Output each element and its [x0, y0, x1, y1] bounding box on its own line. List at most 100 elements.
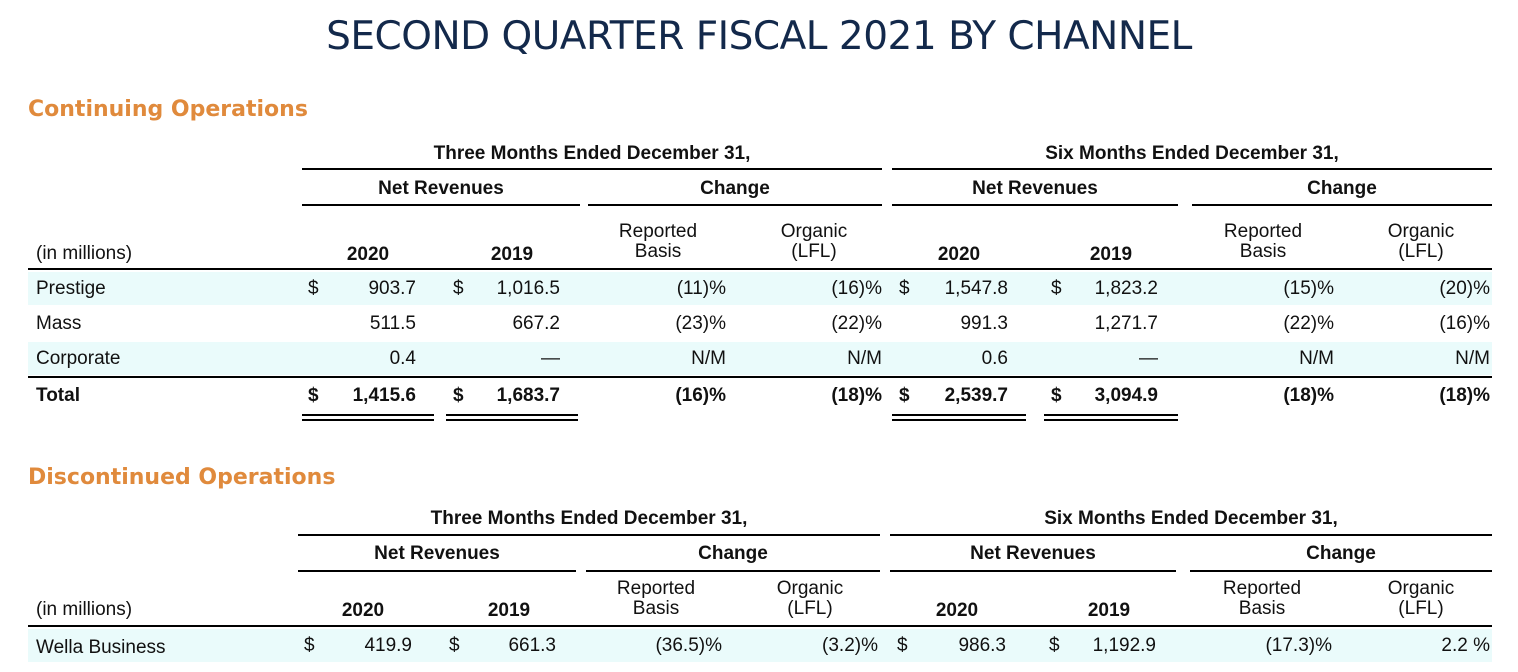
- q-2020-value: 1,415.6: [352, 385, 416, 406]
- currency-sign: $: [1049, 635, 1060, 656]
- double-underline: [302, 414, 434, 416]
- double-underline: [302, 419, 434, 421]
- s-2020-value: 986.3: [958, 635, 1006, 656]
- rule: [1192, 204, 1492, 206]
- q-2019-value: —: [541, 348, 560, 369]
- three-months-header: Three Months Ended December 31,: [430, 508, 748, 529]
- row-shading: [28, 629, 1492, 662]
- q-organic-value: (16)%: [831, 278, 882, 299]
- year-2020-header: 2020: [341, 600, 385, 621]
- continuing-operations-heading: Continuing Operations: [28, 97, 308, 122]
- q-organic-value: N/M: [847, 348, 882, 369]
- q-reported-value: N/M: [691, 348, 726, 369]
- s-2019-value: 1,271.7: [1094, 313, 1158, 334]
- double-underline: [446, 414, 578, 416]
- header-rule: [28, 268, 1492, 270]
- s-2020-value: 991.3: [960, 313, 1008, 334]
- rule: [588, 204, 882, 206]
- row-label: Total: [36, 385, 80, 406]
- s-reported-value: (22)%: [1283, 313, 1334, 334]
- rule: [892, 204, 1178, 206]
- s-2019-value: 1,823.2: [1094, 278, 1158, 299]
- q-2019-value: 667.2: [512, 313, 560, 334]
- q-2020-value: 511.5: [369, 313, 416, 334]
- six-months-header: Six Months Ended December 31,: [1045, 143, 1339, 164]
- header-rule: [28, 625, 1492, 627]
- double-underline: [892, 419, 1026, 421]
- currency-sign: $: [308, 385, 319, 406]
- row-shading: [28, 342, 1492, 375]
- s-reported-value: N/M: [1299, 348, 1334, 369]
- double-underline: [892, 414, 1026, 416]
- organic-lfl-header: Organic (LFL): [776, 578, 844, 619]
- year-2020-header: 2020: [937, 244, 981, 265]
- reported-basis-header: Reported Basis: [618, 221, 698, 262]
- organic-lfl-header: Organic (LFL): [780, 221, 848, 262]
- s-2020-value: 2,539.7: [944, 385, 1008, 406]
- s-2019-value: 3,094.9: [1094, 385, 1158, 406]
- s-2019-value: —: [1139, 348, 1158, 369]
- six-months-header: Six Months Ended December 31,: [1044, 508, 1338, 529]
- units-label: (in millions): [36, 599, 133, 620]
- rule: [298, 570, 576, 572]
- q-organic-value: (22)%: [831, 313, 882, 334]
- page-title: SECOND QUARTER FISCAL 2021 BY CHANNEL: [326, 14, 1192, 59]
- year-2019-header: 2019: [490, 244, 534, 265]
- s-reported-value: (15)%: [1283, 278, 1334, 299]
- s-reported-value: (18)%: [1283, 385, 1334, 406]
- net-revenues-header: Net Revenues: [374, 543, 500, 564]
- double-underline: [446, 419, 578, 421]
- change-header: Change: [1306, 543, 1376, 564]
- total-rule: [28, 376, 1492, 378]
- q-organic-value: (18)%: [831, 385, 882, 406]
- rule: [298, 534, 880, 536]
- rule: [892, 168, 1492, 170]
- net-revenues-header: Net Revenues: [378, 178, 504, 199]
- q-reported-value: (36.5)%: [655, 635, 722, 656]
- organic-lfl-header: Organic (LFL): [1387, 578, 1455, 619]
- s-organic-value: (18)%: [1439, 385, 1490, 406]
- s-organic-value: 2.2 %: [1441, 635, 1490, 656]
- net-revenues-header: Net Revenues: [972, 178, 1098, 199]
- q-reported-value: (16)%: [675, 385, 726, 406]
- three-months-header: Three Months Ended December 31,: [433, 143, 751, 164]
- q-2019-value: 1,683.7: [496, 385, 560, 406]
- rule: [1190, 570, 1492, 572]
- year-2019-header: 2019: [1089, 244, 1133, 265]
- q-reported-value: (11)%: [676, 278, 726, 299]
- s-2020-value: 0.6: [981, 348, 1008, 369]
- rule: [302, 168, 882, 170]
- q-2020-value: 419.9: [364, 635, 412, 656]
- s-2020-value: 1,547.8: [944, 278, 1008, 299]
- currency-sign: $: [304, 635, 315, 656]
- currency-sign: $: [1051, 278, 1062, 299]
- s-reported-value: (17.3)%: [1265, 635, 1332, 656]
- row-label: Prestige: [36, 278, 106, 299]
- currency-sign: $: [897, 635, 908, 656]
- s-organic-value: N/M: [1455, 348, 1490, 369]
- q-reported-value: (23)%: [675, 313, 726, 334]
- currency-sign: $: [899, 385, 910, 406]
- reported-basis-header: Reported Basis: [1222, 578, 1302, 619]
- q-organic-value: (3.2)%: [822, 635, 878, 656]
- rule: [586, 570, 880, 572]
- currency-sign: $: [899, 278, 910, 299]
- year-2019-header: 2019: [1087, 600, 1131, 621]
- change-header: Change: [700, 178, 770, 199]
- s-organic-value: (16)%: [1439, 313, 1490, 334]
- year-2020-header: 2020: [346, 244, 390, 265]
- reported-basis-header: Reported Basis: [1223, 221, 1303, 262]
- organic-lfl-header: Organic (LFL): [1387, 221, 1455, 262]
- q-2019-value: 1,016.5: [496, 278, 560, 299]
- currency-sign: $: [1051, 385, 1062, 406]
- row-label: Corporate: [36, 348, 121, 369]
- double-underline: [1044, 414, 1178, 416]
- year-2020-header: 2020: [935, 600, 979, 621]
- s-organic-value: (20)%: [1439, 278, 1490, 299]
- currency-sign: $: [453, 385, 464, 406]
- q-2019-value: 661.3: [508, 635, 556, 656]
- rule: [890, 570, 1176, 572]
- q-2020-value: 903.7: [368, 278, 416, 299]
- s-2019-value: 1,192.9: [1092, 635, 1156, 656]
- change-header: Change: [698, 543, 768, 564]
